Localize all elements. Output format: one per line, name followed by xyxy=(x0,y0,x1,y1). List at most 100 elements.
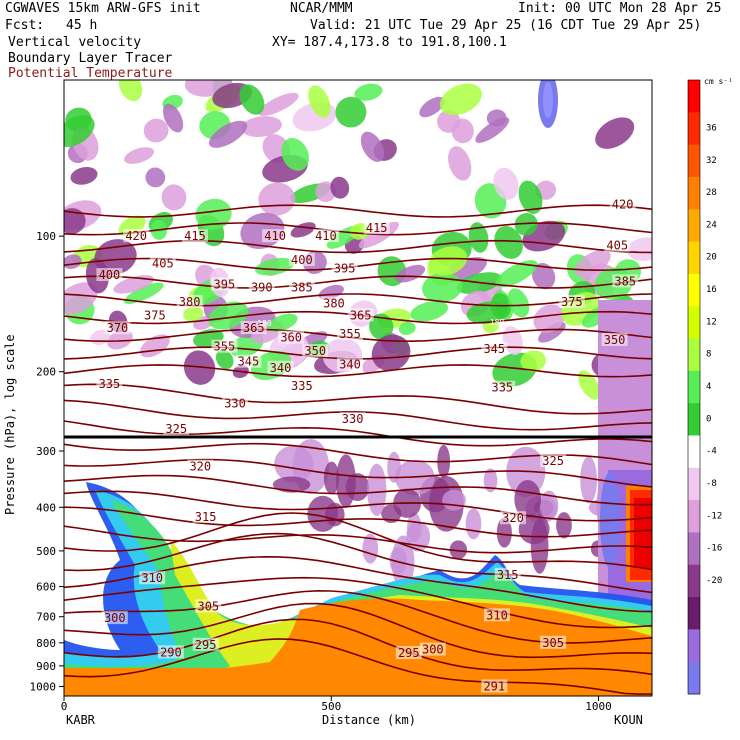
x-tick-label: 500 xyxy=(321,700,341,713)
y-axis-ticks: 100 200 300 400 500 600 700 800 900 1000 xyxy=(30,230,64,693)
theta-label: 395 xyxy=(334,262,356,276)
colorbar-tick: 0 xyxy=(706,414,711,424)
org-label: NCAR/MMM xyxy=(290,1,353,16)
colorbar-swatch xyxy=(688,241,700,275)
theta-label: 325 xyxy=(165,422,187,436)
colorbar-swatch xyxy=(688,661,700,695)
theta-label: 375 xyxy=(144,308,166,322)
y-tick-label: 700 xyxy=(36,611,56,624)
init-time: Init: 00 UTC Mon 28 Apr 25 xyxy=(518,1,722,16)
colorbar-swatch xyxy=(688,144,700,178)
x-axis-ticks: 0 500 1000 xyxy=(61,696,612,713)
theta-label: 395 xyxy=(214,277,236,291)
theta-label: 340 xyxy=(339,358,361,372)
tropopause-labels: 180 180 xyxy=(257,318,504,328)
theta-label: 315 xyxy=(195,510,217,524)
colorbar-swatch xyxy=(688,306,700,340)
fcst-value: 45 h xyxy=(66,18,98,33)
theta-label: 295 xyxy=(398,646,420,660)
theta-label: 415 xyxy=(184,229,206,243)
fcst-label: Fcst: xyxy=(5,18,45,33)
theta-label: 380 xyxy=(323,296,345,310)
theta-label: 400 xyxy=(99,268,121,282)
colorbar-swatch xyxy=(688,273,700,307)
theta-label: 385 xyxy=(291,280,313,294)
x-axis-label: Distance (km) xyxy=(322,713,416,727)
colorbar-tick: -4 xyxy=(706,447,717,457)
theta-label: 405 xyxy=(606,239,628,253)
theta-label: 335 xyxy=(291,379,313,393)
theta-label: 310 xyxy=(486,608,508,622)
theta-label: 335 xyxy=(491,381,513,395)
theta-label: 365 xyxy=(350,308,372,322)
convective-updraft xyxy=(538,80,652,696)
theta-label: 390 xyxy=(251,280,273,294)
theta-label: 420 xyxy=(125,229,147,243)
xy-coordinates: XY= 187.4,173.8 to 191.8,100.1 xyxy=(272,35,507,50)
colorbar-tick: 36 xyxy=(706,123,717,133)
theta-label: 350 xyxy=(604,333,626,347)
field-vertical-velocity: Vertical velocity xyxy=(8,35,142,50)
theta-label: 345 xyxy=(483,342,505,356)
field-boundary-layer-tracer: Boundary Layer Tracer xyxy=(8,51,173,66)
theta-label: 320 xyxy=(189,460,211,474)
tropopause-label: 180 xyxy=(490,318,505,327)
theta-label: 340 xyxy=(270,361,292,375)
x-tick-label: 0 xyxy=(61,700,68,713)
colorbar-swatch xyxy=(688,532,700,566)
y-tick-label: 1000 xyxy=(30,680,57,693)
theta-label: 320 xyxy=(502,511,524,525)
theta-label: 325 xyxy=(542,454,564,468)
theta-label: 291 xyxy=(483,679,505,693)
y-tick-label: 900 xyxy=(36,660,56,673)
y-tick-label: 100 xyxy=(36,230,56,243)
theta-label: 365 xyxy=(243,321,265,335)
model-title: CGWAVES 15km ARW-GFS init xyxy=(5,1,201,16)
theta-label: 380 xyxy=(179,295,201,309)
plot-area: 420 415 410 410 415 420 405 400 405 400 395 395 390 3… xyxy=(64,80,652,696)
x-tick-label: 1000 xyxy=(585,700,612,713)
colorbar-tick: -8 xyxy=(706,479,717,489)
colorbar-units: cm s⁻¹ xyxy=(704,77,733,86)
colorbar-swatch xyxy=(688,209,700,243)
colorbar-tick: 12 xyxy=(706,317,717,327)
colorbar-swatch xyxy=(688,564,700,598)
colorbar-tick: -20 xyxy=(706,576,722,586)
theta-label: 355 xyxy=(214,340,236,354)
colorbar-swatch xyxy=(688,467,700,501)
colorbar-swatch xyxy=(688,338,700,372)
colorbar-tick: 24 xyxy=(706,220,717,230)
theta-label: 345 xyxy=(238,355,260,369)
theta-label: 370 xyxy=(107,321,129,335)
y-tick-label: 200 xyxy=(36,366,56,379)
theta-label: 310 xyxy=(141,571,163,585)
valid-time: Valid: 21 UTC Tue 29 Apr 25 (16 CDT Tue … xyxy=(310,18,702,33)
colorbar: 36 32 28 24 20 16 12 8 4 0 -4 -8 -12 -16 -20 xyxy=(687,79,722,695)
colorbar-tick: -12 xyxy=(706,511,722,521)
colorbar-swatch xyxy=(688,80,700,113)
colorbar-tick: 32 xyxy=(706,156,717,166)
colorbar-swatch xyxy=(688,370,700,404)
plot-frame xyxy=(63,79,653,697)
y-tick-label: 300 xyxy=(36,445,56,458)
colorbar-swatch xyxy=(688,629,700,663)
theta-label: 360 xyxy=(280,331,302,345)
theta-label: 315 xyxy=(497,568,519,582)
theta-label: 415 xyxy=(366,221,388,235)
theta-label: 300 xyxy=(422,643,444,657)
y-tick-label: 400 xyxy=(36,501,56,514)
theta-label: 350 xyxy=(304,344,326,358)
colorbar-tick: 4 xyxy=(706,382,711,392)
left-station-label: KABR xyxy=(66,713,95,727)
theta-label: 420 xyxy=(612,197,634,211)
theta-label: 305 xyxy=(542,636,564,650)
theta-label: 305 xyxy=(197,599,219,613)
theta-label: 290 xyxy=(160,645,182,659)
colorbar-tick: 8 xyxy=(706,350,711,360)
colorbar-swatch xyxy=(688,112,700,146)
theta-label: 330 xyxy=(342,412,364,426)
theta-label: 410 xyxy=(315,229,337,243)
y-tick-label: 800 xyxy=(36,637,56,650)
theta-label: 300 xyxy=(104,611,126,625)
